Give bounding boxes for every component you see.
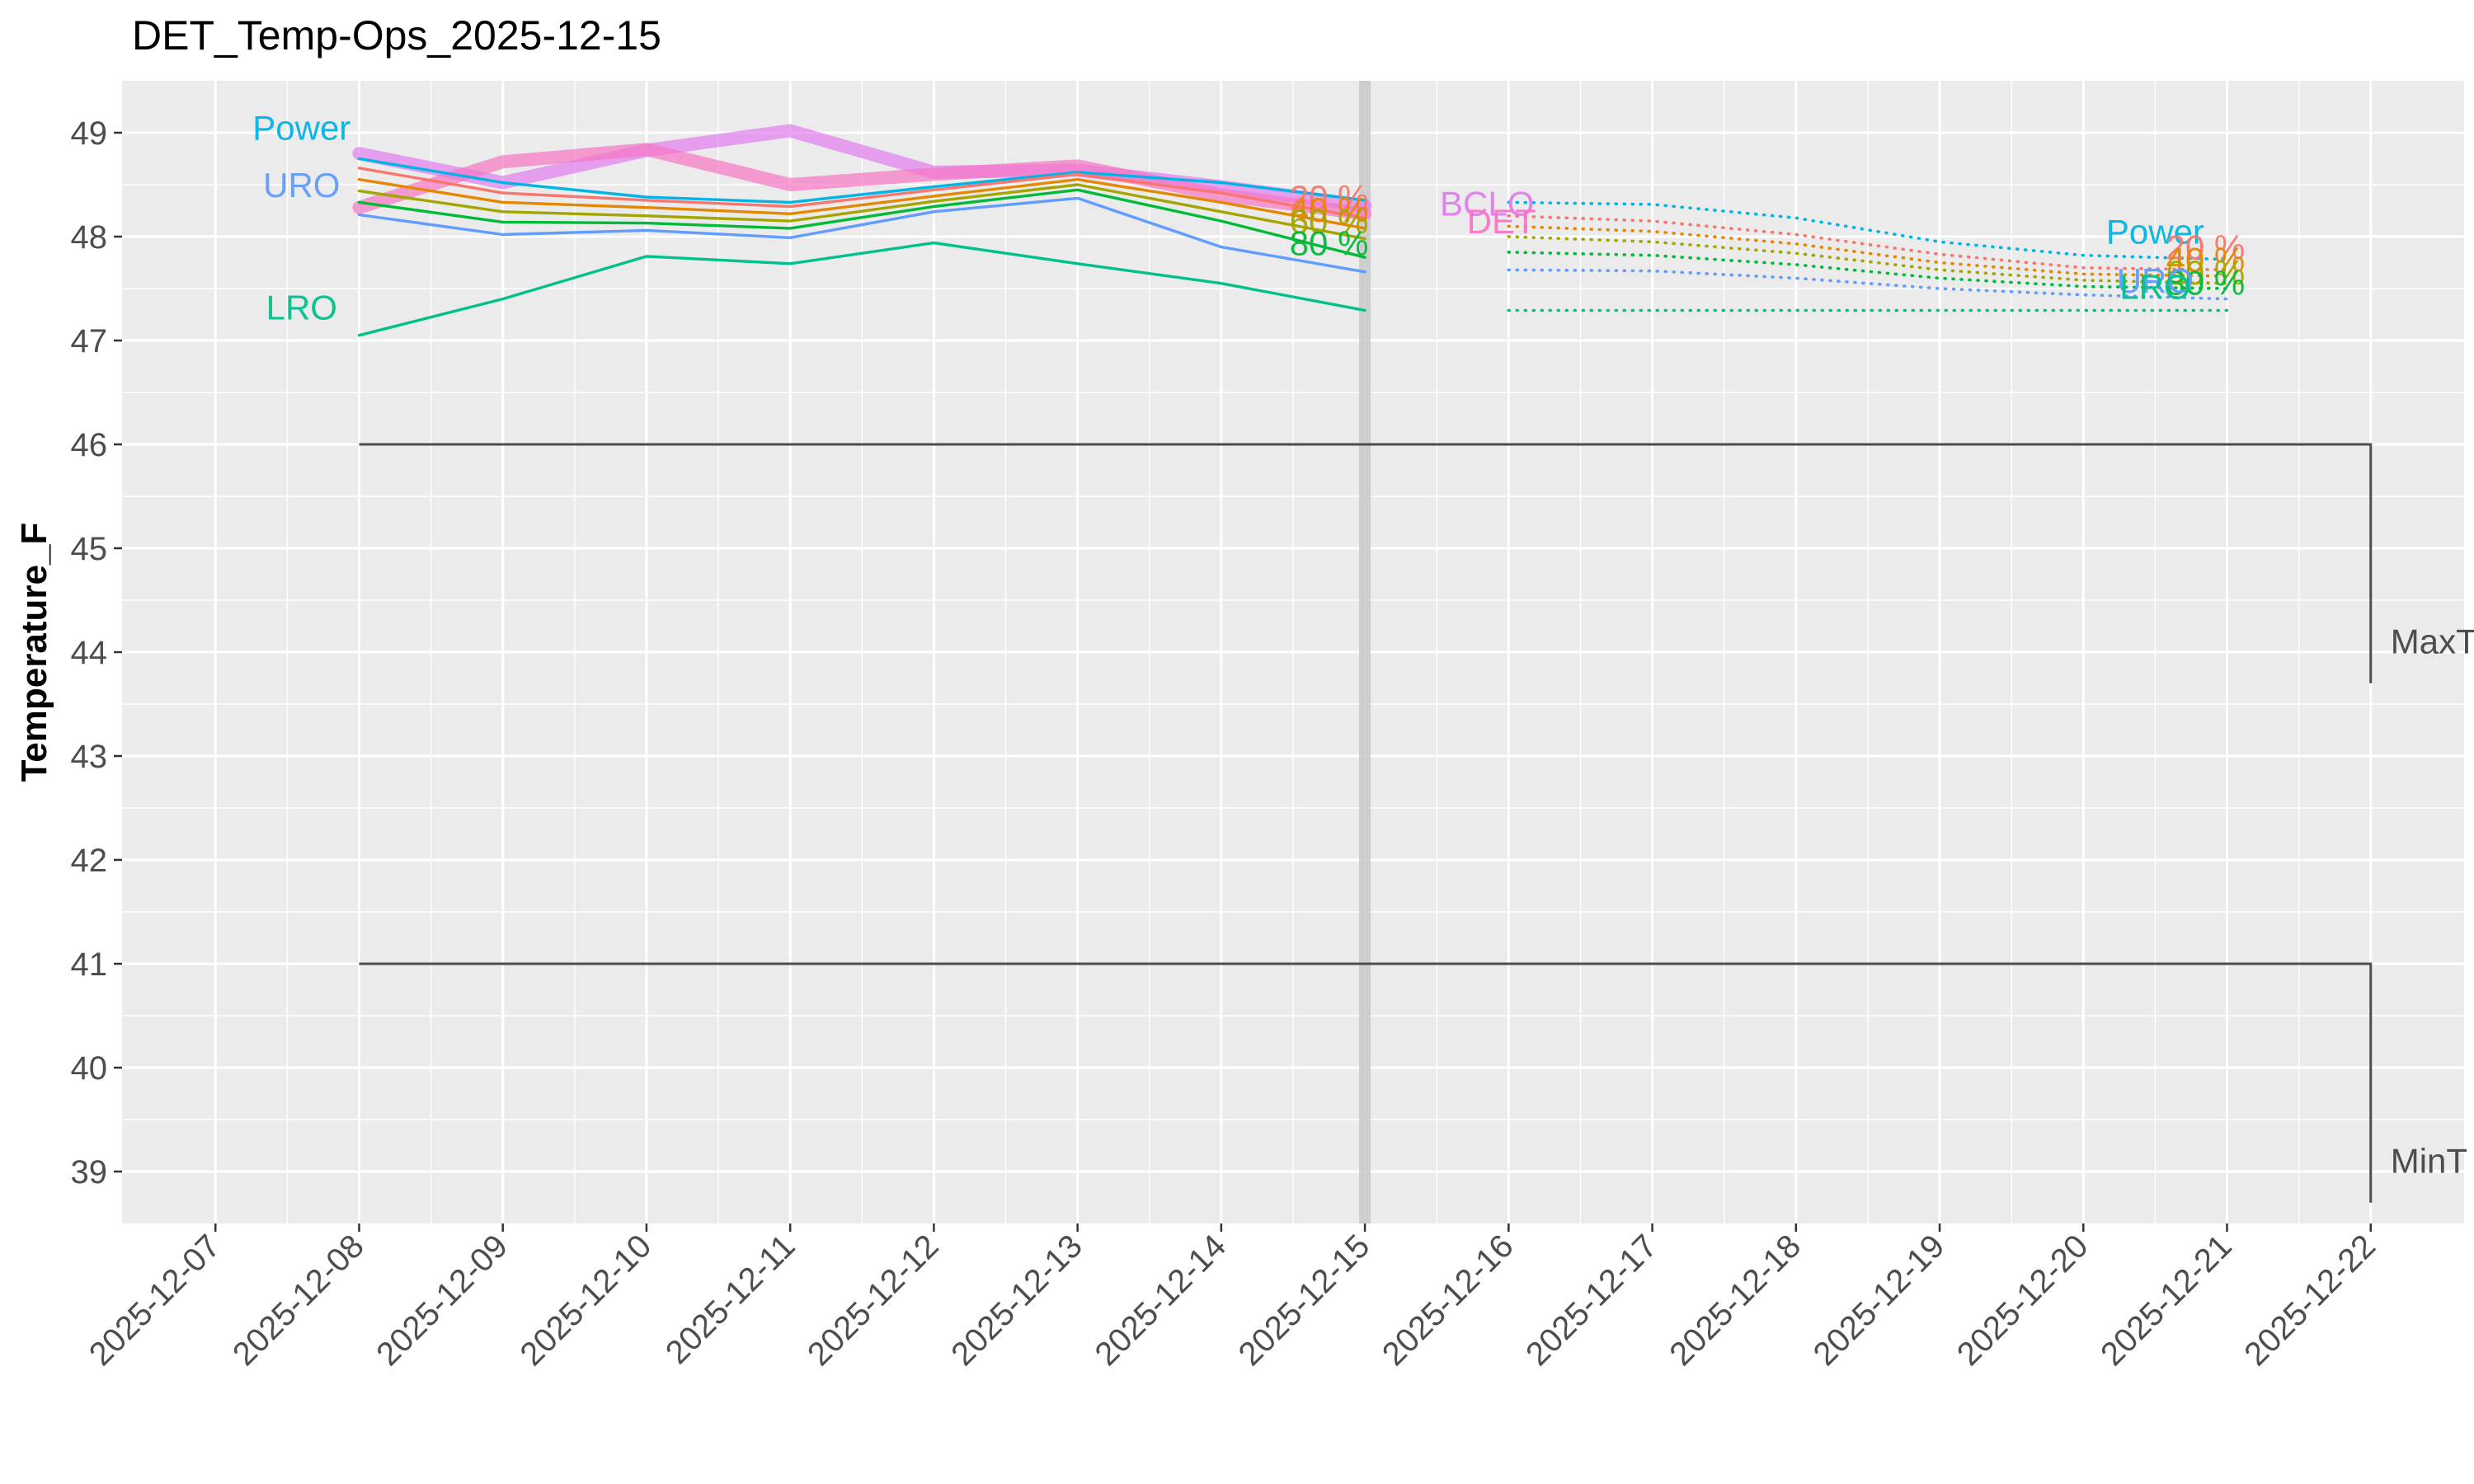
series-direct-label: 20 % [2166, 228, 2246, 267]
series-line-60 [357, 183, 1366, 241]
series-line-lro [357, 241, 1366, 337]
series-direct-label: LRO [2119, 267, 2190, 306]
x-tick-label: 2025-12-20 [1950, 1228, 2095, 1373]
series-line-power [357, 157, 1366, 204]
series-line-80 [357, 188, 1366, 259]
series-direct-label: 80 % [2166, 263, 2246, 302]
y-tick-label: 41 [71, 946, 108, 983]
series-line-60-forecast [1507, 235, 2229, 285]
x-tick-label: 2025-12-12 [801, 1228, 946, 1373]
series-line-uro [357, 196, 1366, 274]
series-direct-label: DET [1467, 202, 1536, 241]
series-direct-label: Power [2106, 213, 2204, 251]
x-tick-label: 2025-12-22 [2237, 1228, 2382, 1373]
series-direct-label: 60 % [1290, 202, 1369, 241]
threshold-line-maxt [359, 443, 2373, 683]
x-tick-label: 2025-12-11 [659, 1228, 802, 1371]
series-line-20 [357, 167, 1366, 219]
series-direct-label: URO [263, 166, 340, 204]
series-direct-label: 40 % [1290, 190, 1369, 229]
x-tick-label: 2025-12-19 [1807, 1228, 1952, 1373]
series-layer [352, 124, 2229, 337]
threshold-label-mint: MinT [2391, 1141, 2467, 1180]
y-tick-label: 48 [71, 219, 108, 256]
threshold-line-mint [359, 962, 2373, 1203]
x-tick-label: 2025-12-15 [1232, 1228, 1377, 1373]
x-tick-label: 2025-12-13 [944, 1228, 1089, 1373]
x-tick-label: 2025-12-09 [369, 1228, 515, 1373]
y-tick-label: 47 [71, 323, 108, 359]
y-tick-label: 43 [71, 739, 108, 775]
y-tick-label: 39 [71, 1154, 108, 1190]
series-line-20-forecast [1507, 214, 2229, 272]
y-axis-label: Temperature_F [14, 523, 54, 782]
threshold-layer: MaxT MinT [359, 443, 2474, 1203]
y-tick-label: 42 [71, 843, 108, 879]
y-tick-label: 45 [71, 531, 108, 567]
chart-title: DET_Temp-Ops_2025-12-15 [132, 12, 661, 59]
series-direct-label: 80 % [1290, 224, 1369, 263]
y-tick-label: 40 [71, 1050, 108, 1087]
y-axis: 39 40 41 42 43 44 45 46 47 48 49 [71, 115, 122, 1190]
series-line-40 [357, 177, 1366, 230]
x-tick-label: 2025-12-16 [1376, 1228, 1521, 1373]
threshold-label-maxt: MaxT [2391, 622, 2474, 660]
series-direct-label: 60 % [2166, 253, 2246, 292]
series-line-power-forecast [1507, 200, 2229, 261]
y-tick-label: 44 [71, 635, 108, 671]
x-tick-label: 2025-12-21 [2094, 1228, 2239, 1373]
y-tick-label: 49 [71, 115, 108, 152]
series-direct-label: URO [2117, 261, 2194, 300]
x-tick-label: 2025-12-14 [1088, 1228, 1233, 1373]
series-direct-label: BCLO [1440, 185, 1534, 223]
series-direct-label: LRO [266, 289, 337, 327]
x-tick-label: 2025-12-17 [1519, 1228, 1664, 1373]
x-axis: 2025-12-072025-12-082025-12-092025-12-10… [82, 1223, 2382, 1373]
series-direct-label: 40 % [2166, 241, 2246, 279]
series-direct-label: 20 % [1290, 178, 1369, 217]
x-tick-label: 2025-12-08 [226, 1228, 371, 1373]
y-tick-label: 46 [71, 427, 108, 463]
x-tick-label: 2025-12-10 [514, 1228, 659, 1373]
x-tick-label: 2025-12-18 [1663, 1228, 1808, 1373]
x-tick-label: 2025-12-07 [82, 1228, 228, 1373]
series-line-40-forecast [1507, 224, 2229, 278]
series-direct-label: Power [252, 109, 350, 148]
